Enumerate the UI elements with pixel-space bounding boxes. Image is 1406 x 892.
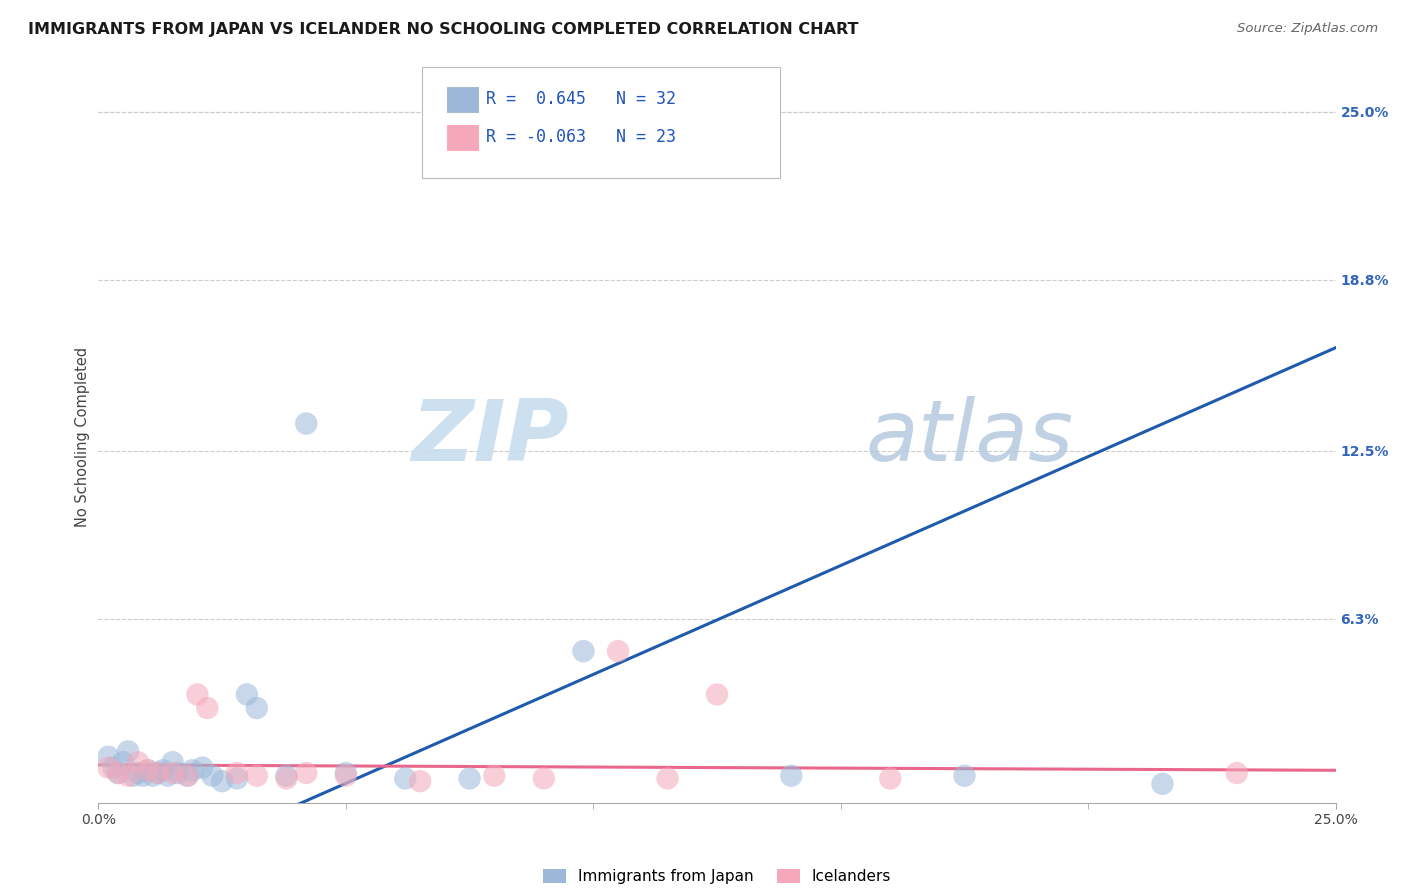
Point (162, 755, 184, 769)
Point (226, 772, 249, 786)
Text: Source: ZipAtlas.com: Source: ZipAtlas.com (1237, 22, 1378, 36)
Point (295, 766, 318, 780)
Point (484, 769, 506, 783)
Point (607, 644, 630, 658)
Point (176, 769, 198, 783)
Point (136, 764, 159, 778)
Point (295, 417, 318, 431)
Point (276, 769, 298, 783)
Point (201, 769, 224, 783)
Point (117, 744, 139, 758)
Legend: Immigrants from Japan, Icelanders: Immigrants from Japan, Icelanders (537, 863, 897, 890)
Point (409, 774, 432, 789)
Point (127, 766, 149, 780)
Point (1152, 777, 1174, 791)
Point (211, 774, 233, 789)
Point (458, 772, 481, 786)
Point (112, 755, 135, 769)
Point (156, 769, 179, 783)
Point (246, 769, 269, 783)
Point (166, 766, 188, 780)
Text: ZIP: ZIP (411, 395, 568, 479)
Point (127, 755, 149, 769)
Point (152, 764, 174, 778)
Point (176, 769, 198, 783)
Point (195, 701, 218, 715)
Point (572, 644, 595, 658)
Point (335, 766, 357, 780)
Point (657, 772, 679, 786)
Point (191, 761, 214, 775)
Point (953, 769, 976, 783)
Point (181, 764, 204, 778)
Point (97, 761, 120, 775)
Point (706, 688, 728, 702)
Point (132, 769, 155, 783)
Point (117, 769, 139, 783)
Point (533, 772, 555, 786)
Point (97, 749, 120, 764)
Point (107, 766, 129, 780)
Point (136, 764, 159, 778)
Point (162, 766, 184, 780)
Point (246, 701, 269, 715)
Point (780, 769, 803, 783)
Point (394, 772, 416, 786)
Y-axis label: No Schooling Completed: No Schooling Completed (75, 347, 90, 527)
Point (146, 766, 169, 780)
Point (186, 688, 208, 702)
Point (879, 772, 901, 786)
Point (142, 769, 165, 783)
Text: R = -0.063   N = 23: R = -0.063 N = 23 (486, 128, 676, 146)
Text: IMMIGRANTS FROM JAPAN VS ICELANDER NO SCHOOLING COMPLETED CORRELATION CHART: IMMIGRANTS FROM JAPAN VS ICELANDER NO SC… (28, 22, 859, 37)
Point (276, 772, 298, 786)
Text: atlas: atlas (866, 395, 1074, 479)
Point (122, 769, 145, 783)
Point (103, 761, 125, 775)
Text: R =  0.645   N = 32: R = 0.645 N = 32 (486, 90, 676, 108)
Point (1226, 766, 1249, 780)
Point (226, 766, 249, 780)
Point (335, 769, 357, 783)
Point (236, 688, 259, 702)
Point (107, 766, 129, 780)
Point (146, 766, 169, 780)
